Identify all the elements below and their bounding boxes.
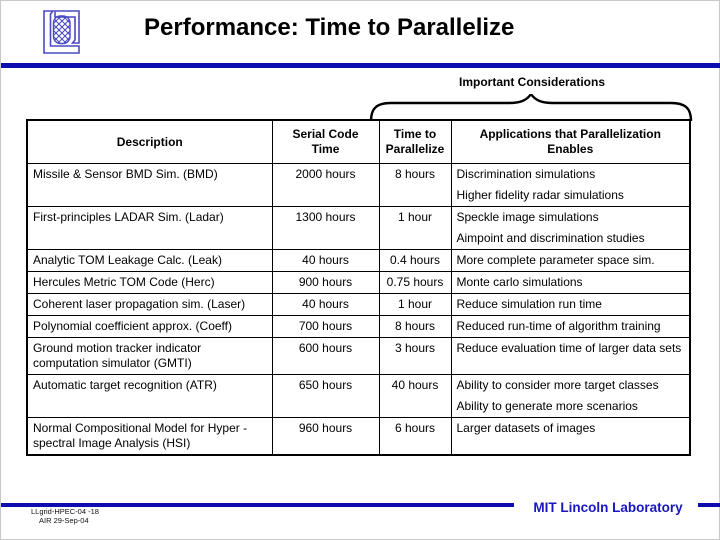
parallel-time-cell: 0.75 hours — [378, 271, 452, 294]
page-title: Performance: Time to Parallelize — [144, 14, 515, 41]
application-line: Ability to generate more scenarios — [456, 399, 638, 413]
parallel-time-cell: 1 hour — [378, 206, 452, 250]
applications-cell: Monte carlo simulations — [450, 271, 691, 294]
doc-id-line1: LLgrid-HPEC-04 -18 — [31, 507, 99, 516]
serial-time-cell: 600 hours — [271, 337, 380, 375]
slide-doc-id: LLgrid-HPEC-04 -18 AIR 29-Sep-04 — [31, 507, 99, 525]
table-row: Coherent laser propagation sim. (Laser) … — [26, 293, 691, 316]
col-header-applications: Applications that Parallelization Enable… — [450, 119, 691, 164]
applications-cell: Discrimination simulations Higher fideli… — [450, 163, 691, 207]
parallel-time-cell: 0.4 hours — [378, 249, 452, 272]
application-line: More complete parameter space sim. — [456, 253, 655, 267]
serial-time-cell: 900 hours — [271, 271, 380, 294]
parallel-time-cell: 8 hours — [378, 163, 452, 207]
serial-time-cell: 650 hours — [271, 374, 380, 418]
description-cell: Polynomial coefficient approx. (Coeff) — [26, 315, 273, 338]
table-row: Hercules Metric TOM Code (Herc) 900 hour… — [26, 271, 691, 294]
applications-cell: Reduce simulation run time — [450, 293, 691, 316]
applications-cell: Larger datasets of images — [450, 417, 691, 456]
table-row: Ground motion tracker indicator computat… — [26, 337, 691, 375]
serial-time-cell: 40 hours — [271, 249, 380, 272]
table-row: Automatic target recognition (ATR) 650 h… — [26, 374, 691, 418]
col-header-serial-code-time: Serial Code Time — [271, 119, 380, 164]
application-line: Reduce evaluation time of larger data se… — [456, 341, 682, 355]
table-row: Analytic TOM Leakage Calc. (Leak) 40 hou… — [26, 249, 691, 272]
description-cell: Coherent laser propagation sim. (Laser) — [26, 293, 273, 316]
parallel-time-cell: 3 hours — [378, 337, 452, 375]
col-header-time-to-parallelize: Time to Parallelize — [378, 119, 452, 164]
serial-time-cell: 40 hours — [271, 293, 380, 316]
mit-lincoln-laboratory-logo-icon — [43, 10, 80, 54]
description-cell: First-principles LADAR Sim. (Ladar) — [26, 206, 273, 250]
application-line: Ability to consider more target classes — [456, 378, 659, 392]
application-line: Discrimination simulations — [456, 167, 596, 181]
application-line: Larger datasets of images — [456, 421, 596, 435]
application-line: Aimpoint and discrimination studies — [456, 231, 645, 245]
table-row: Polynomial coefficient approx. (Coeff) 7… — [26, 315, 691, 338]
parallel-time-cell: 6 hours — [378, 417, 452, 456]
applications-cell: Ability to consider more target classes … — [450, 374, 691, 418]
header-divider-rule — [1, 63, 720, 68]
applications-cell: Reduced run-time of algorithm training — [450, 315, 691, 338]
footer-rule-left — [1, 503, 514, 507]
footer-organization: MIT Lincoln Laboratory — [533, 500, 683, 515]
table-header-row: Description Serial Code Time Time to Par… — [26, 119, 691, 164]
table-row: Normal Compositional Model for Hyper -sp… — [26, 417, 691, 456]
description-cell: Hercules Metric TOM Code (Herc) — [26, 271, 273, 294]
application-line: Speckle image simulations — [456, 210, 599, 224]
description-cell: Missile & Sensor BMD Sim. (BMD) — [26, 163, 273, 207]
applications-cell: Reduce evaluation time of larger data se… — [450, 337, 691, 375]
application-line: Reduce simulation run time — [456, 297, 602, 311]
col-header-description: Description — [26, 119, 273, 164]
application-line: Higher fidelity radar simulations — [456, 188, 624, 202]
serial-time-cell: 700 hours — [271, 315, 380, 338]
parallel-time-cell: 8 hours — [378, 315, 452, 338]
description-cell: Automatic target recognition (ATR) — [26, 374, 273, 418]
applications-table: Description Serial Code Time Time to Par… — [26, 119, 691, 456]
doc-id-line2: AIR 29-Sep-04 — [39, 516, 89, 525]
serial-time-cell: 960 hours — [271, 417, 380, 456]
applications-cell: Speckle image simulations Aimpoint and d… — [450, 206, 691, 250]
serial-time-cell: 2000 hours — [271, 163, 380, 207]
curly-brace-icon — [369, 94, 693, 121]
parallel-time-cell: 40 hours — [378, 374, 452, 418]
description-cell: Normal Compositional Model for Hyper -sp… — [26, 417, 273, 456]
applications-cell: More complete parameter space sim. — [450, 249, 691, 272]
serial-time-cell: 1300 hours — [271, 206, 380, 250]
table-row: Missile & Sensor BMD Sim. (BMD) 2000 hou… — [26, 163, 691, 207]
application-line: Reduced run-time of algorithm training — [456, 319, 661, 333]
footer-rule-right — [698, 503, 720, 507]
description-cell: Ground motion tracker indicator computat… — [26, 337, 273, 375]
application-line: Monte carlo simulations — [456, 275, 583, 289]
important-considerations-label: Important Considerations — [458, 75, 605, 89]
table-row: First-principles LADAR Sim. (Ladar) 1300… — [26, 206, 691, 250]
parallel-time-cell: 1 hour — [378, 293, 452, 316]
description-cell: Analytic TOM Leakage Calc. (Leak) — [26, 249, 273, 272]
